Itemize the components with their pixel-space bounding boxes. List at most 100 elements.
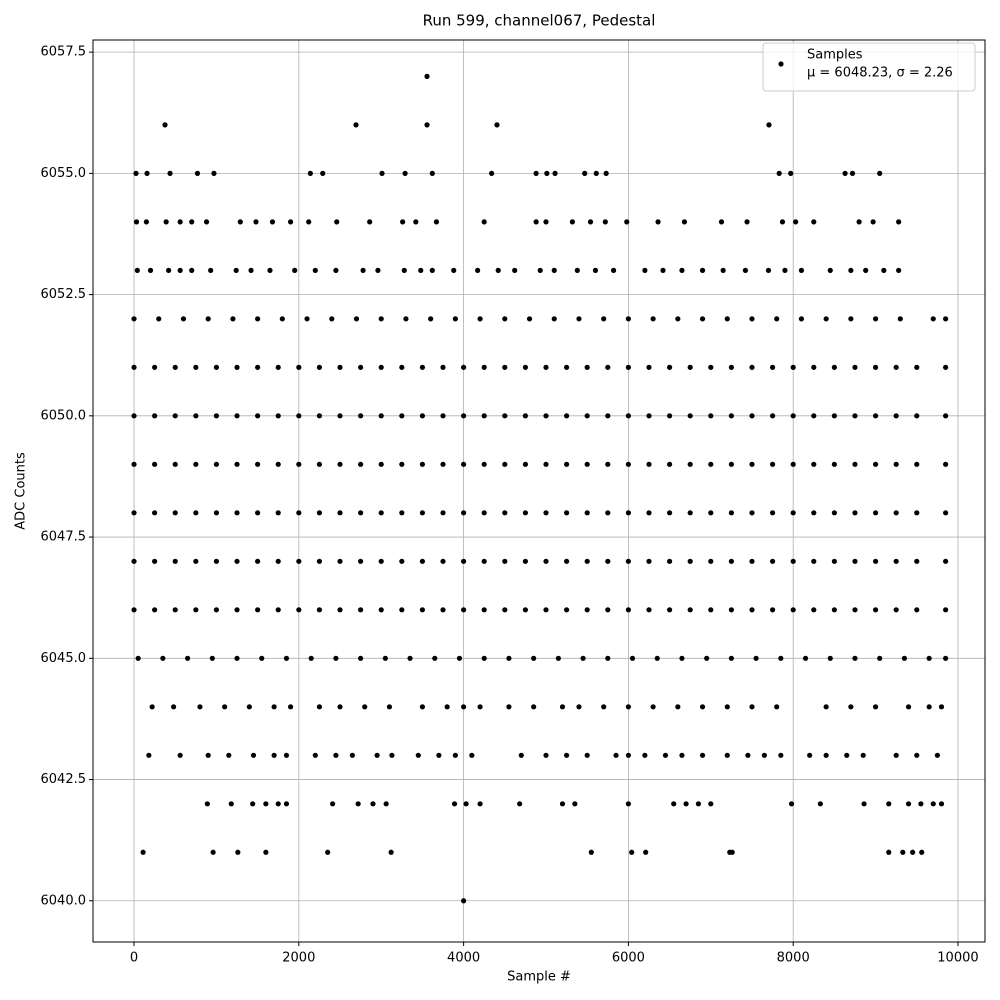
sample-point (388, 849, 394, 855)
sample-point (172, 413, 178, 419)
sample-point (146, 752, 152, 758)
sample-point (914, 558, 920, 564)
sample-point (389, 752, 395, 758)
sample-point (419, 558, 426, 564)
sample-point (728, 413, 734, 419)
x-tick-label: 10000 (937, 951, 978, 966)
sample-point (587, 219, 594, 225)
sample-point (429, 267, 435, 273)
sample-point (675, 704, 681, 710)
sample-point (432, 655, 438, 661)
sample-point (870, 219, 876, 225)
sample-point (330, 801, 336, 807)
sample-point (943, 655, 949, 661)
sample-point (543, 461, 549, 467)
sample-point (900, 849, 906, 855)
sample-point (367, 219, 373, 225)
sample-point (788, 801, 795, 807)
sample-point (582, 170, 588, 176)
sample-point (502, 607, 508, 613)
sample-point (152, 461, 158, 467)
sample-point (378, 607, 384, 613)
sample-point (177, 219, 183, 225)
sample-point (461, 413, 467, 419)
sample-point (872, 461, 879, 467)
sample-point (576, 704, 582, 710)
sample-point (852, 655, 858, 661)
sample-point (877, 655, 883, 661)
sample-point (152, 607, 158, 613)
sample-point (193, 461, 199, 467)
sample-point (250, 801, 256, 807)
sample-point (817, 801, 823, 807)
sample-point (481, 364, 487, 370)
sample-point (728, 364, 734, 370)
sample-point (938, 704, 945, 710)
sample-point (177, 752, 183, 758)
sample-point (643, 849, 649, 855)
sample-point (543, 752, 549, 758)
sample-point (255, 413, 261, 419)
sample-point (374, 752, 380, 758)
sample-point (149, 704, 155, 710)
sample-point (831, 558, 837, 564)
sample-point (235, 849, 241, 855)
sample-point (378, 316, 384, 322)
sample-point (790, 607, 796, 613)
sample-point (386, 704, 393, 710)
sample-point (518, 752, 524, 758)
sample-point (333, 655, 339, 661)
sample-point (147, 267, 154, 273)
sample-point (522, 607, 529, 613)
y-tick-label: 6052.5 (41, 287, 87, 302)
sample-point (246, 704, 252, 710)
sample-point (419, 510, 426, 516)
sample-point (533, 170, 539, 176)
sample-point (708, 558, 714, 564)
sample-point (475, 267, 481, 273)
sample-point (728, 655, 734, 661)
sample-point (189, 219, 195, 225)
sample-point (424, 122, 430, 128)
sample-point (481, 558, 487, 564)
sample-point (605, 655, 611, 661)
sample-point (724, 752, 730, 758)
sample-point (823, 704, 829, 710)
sample-point (211, 170, 217, 176)
sample-point (584, 752, 590, 758)
y-tick-label: 6050.0 (41, 408, 87, 423)
sample-point (823, 316, 829, 322)
sample-point (745, 752, 751, 758)
sample-point (624, 219, 630, 225)
sample-point (584, 413, 590, 419)
sample-point (576, 316, 582, 322)
sample-point (852, 461, 858, 467)
sample-point (143, 219, 149, 225)
sample-point (699, 752, 706, 758)
x-tick-label: 0 (130, 951, 138, 966)
sample-point (320, 170, 326, 176)
sample-point (337, 510, 343, 516)
sample-point (481, 413, 487, 419)
sample-point (378, 413, 384, 419)
sample-point (163, 219, 169, 225)
sample-point (769, 510, 776, 516)
sample-point (358, 510, 364, 516)
sample-point (481, 219, 487, 225)
sample-point (358, 655, 364, 661)
sample-point (592, 267, 599, 273)
sample-point (329, 316, 335, 322)
sample-point (400, 219, 406, 225)
sample-point (765, 267, 772, 273)
sample-point (370, 801, 376, 807)
sample-point (213, 510, 220, 516)
sample-point (831, 413, 837, 419)
sample-point (337, 461, 343, 467)
sample-point (811, 558, 817, 564)
sample-point (428, 316, 434, 322)
sample-point (613, 752, 619, 758)
sample-point (337, 413, 343, 419)
sample-point (886, 849, 892, 855)
sample-point (679, 752, 685, 758)
sample-point (267, 267, 273, 273)
